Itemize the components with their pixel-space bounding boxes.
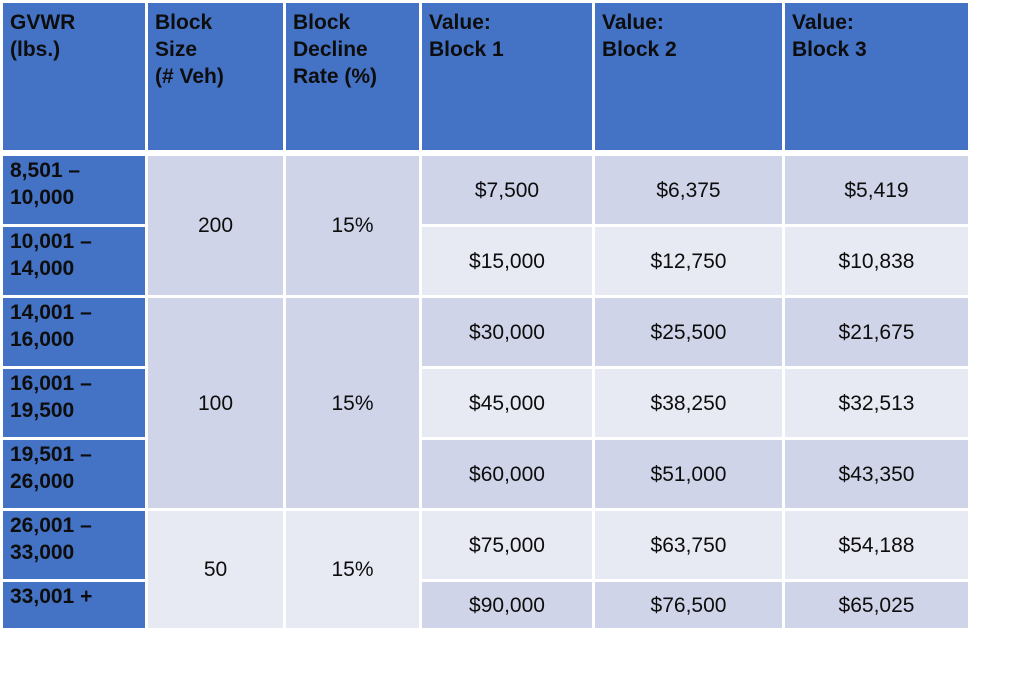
value-block3-cell: $32,513 <box>785 369 968 437</box>
block-size-cell: 200 <box>148 156 283 295</box>
value-block2-cell: $51,000 <box>595 440 782 508</box>
table-row: 16,001 – 19,500 $45,000 $38,250 $32,513 <box>3 369 968 437</box>
value-block1-cell: $30,000 <box>422 298 592 366</box>
gvwr-range-cell: 19,501 – 26,000 <box>3 440 145 508</box>
gvwr-range-cell: 16,001 – 19,500 <box>3 369 145 437</box>
gvwr-range-cell: 14,001 – 16,000 <box>3 298 145 366</box>
header-value-block1: Value: Block 1 <box>422 3 592 153</box>
table-row: 8,501 – 10,000 200 15% $7,500 $6,375 $5,… <box>3 156 968 295</box>
value-block3-cell: $21,675 <box>785 298 968 366</box>
value-block3-cell: $65,025 <box>785 582 968 628</box>
value-block1-cell: $90,000 <box>422 582 592 628</box>
value-block3-cell: $43,350 <box>785 440 968 508</box>
value-block1-cell: $45,000 <box>422 369 592 437</box>
value-block2-cell: $25,500 <box>595 298 782 366</box>
value-block2-cell: $76,500 <box>595 582 782 628</box>
value-block3-cell: $54,188 <box>785 511 968 579</box>
gvwr-range-cell: 10,001 – 14,000 <box>3 227 145 295</box>
value-block1-cell: $7,500 <box>422 156 592 224</box>
value-block1-cell: $15,000 <box>422 227 592 295</box>
header-value-block3: Value: Block 3 <box>785 3 968 153</box>
gvwr-range-cell: 8,501 – 10,000 <box>3 156 145 224</box>
decline-rate-cell: 15% <box>286 298 419 508</box>
value-block1-cell: $60,000 <box>422 440 592 508</box>
block-size-cell: 100 <box>148 298 283 508</box>
table-row: 19,501 – 26,000 $60,000 $51,000 $43,350 <box>3 440 968 508</box>
value-block3-cell: $10,838 <box>785 227 968 295</box>
header-row: GVWR (lbs.) Block Size (# Veh) Block Dec… <box>3 3 968 153</box>
gvwr-range-cell: 33,001 + <box>3 582 145 628</box>
decline-rate-cell: 15% <box>286 156 419 295</box>
header-value-block2: Value: Block 2 <box>595 3 782 153</box>
header-gvwr: GVWR (lbs.) <box>3 3 145 153</box>
block-size-cell: 50 <box>148 511 283 628</box>
decline-rate-cell: 15% <box>286 511 419 628</box>
gvwr-block-value-table: GVWR (lbs.) Block Size (# Veh) Block Dec… <box>3 3 968 628</box>
value-block2-cell: $38,250 <box>595 369 782 437</box>
value-block1-cell: $75,000 <box>422 511 592 579</box>
table-row: 26,001 – 33,000 50 15% $75,000 $63,750 $… <box>3 511 968 628</box>
table-row: 14,001 – 16,000 100 15% $30,000 $25,500 … <box>3 298 968 508</box>
value-block3-cell: $5,419 <box>785 156 968 224</box>
table-row: 10,001 – 14,000 $15,000 $12,750 $10,838 <box>3 227 968 295</box>
value-block2-cell: $6,375 <box>595 156 782 224</box>
value-block2-cell: $63,750 <box>595 511 782 579</box>
table-row: 33,001 + $90,000 $76,500 $65,025 <box>3 582 968 628</box>
gvwr-range-cell: 26,001 – 33,000 <box>3 511 145 579</box>
header-block-size: Block Size (# Veh) <box>148 3 283 153</box>
header-decline-rate: Block Decline Rate (%) <box>286 3 419 153</box>
value-block2-cell: $12,750 <box>595 227 782 295</box>
